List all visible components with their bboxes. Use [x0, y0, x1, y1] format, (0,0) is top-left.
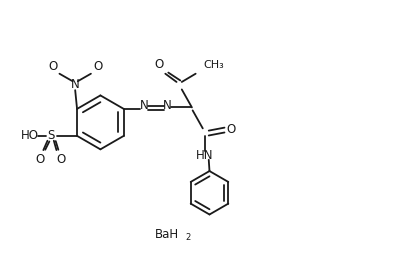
- Text: N: N: [140, 99, 149, 112]
- Text: 2: 2: [186, 233, 191, 242]
- Text: O: O: [154, 58, 164, 71]
- Text: HO: HO: [21, 129, 39, 142]
- Text: CH₃: CH₃: [203, 60, 224, 70]
- Text: S: S: [47, 129, 54, 142]
- Text: O: O: [93, 60, 102, 73]
- Text: HN: HN: [196, 149, 214, 162]
- Text: O: O: [226, 123, 236, 136]
- Text: O: O: [56, 153, 66, 166]
- Text: N: N: [163, 99, 172, 112]
- Text: O: O: [35, 153, 44, 166]
- Text: N: N: [71, 78, 79, 91]
- Text: O: O: [48, 60, 57, 73]
- Text: BaH: BaH: [155, 228, 179, 241]
